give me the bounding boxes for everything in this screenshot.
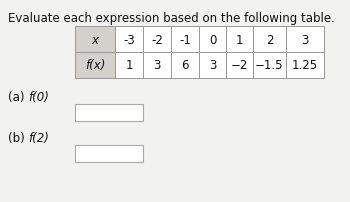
- Text: -2: -2: [151, 33, 163, 46]
- Text: (b): (b): [8, 131, 25, 144]
- Bar: [143, 27, 171, 53]
- Bar: [286, 27, 324, 53]
- Text: (a): (a): [8, 90, 25, 103]
- Text: 1: 1: [236, 33, 243, 46]
- Text: Evaluate each expression based on the following table.: Evaluate each expression based on the fo…: [8, 12, 335, 25]
- Text: 6: 6: [181, 59, 189, 72]
- Bar: [171, 53, 199, 79]
- Text: −1.5: −1.5: [255, 59, 284, 72]
- Bar: [253, 27, 286, 53]
- Text: 1: 1: [125, 59, 133, 72]
- Text: x: x: [91, 33, 98, 46]
- Text: −2: −2: [231, 59, 248, 72]
- Bar: [75, 53, 115, 79]
- Bar: [199, 27, 226, 53]
- Bar: [115, 53, 143, 79]
- Text: f(2): f(2): [28, 131, 49, 144]
- Text: 3: 3: [153, 59, 161, 72]
- Bar: [226, 53, 253, 79]
- Text: 3: 3: [209, 59, 216, 72]
- Bar: [226, 27, 253, 53]
- Bar: [143, 53, 171, 79]
- Text: -3: -3: [123, 33, 135, 46]
- Bar: [253, 53, 286, 79]
- Bar: [286, 53, 324, 79]
- Bar: [171, 27, 199, 53]
- Bar: [115, 27, 143, 53]
- Text: -1: -1: [179, 33, 191, 46]
- Bar: [75, 27, 115, 53]
- Text: 3: 3: [301, 33, 309, 46]
- Text: 1.25: 1.25: [292, 59, 318, 72]
- Text: f(0): f(0): [28, 90, 49, 103]
- Text: f(x): f(x): [85, 59, 105, 72]
- Text: 2: 2: [266, 33, 273, 46]
- Text: 0: 0: [209, 33, 216, 46]
- Bar: [75, 104, 143, 121]
- Bar: [199, 53, 226, 79]
- Bar: [75, 145, 143, 162]
